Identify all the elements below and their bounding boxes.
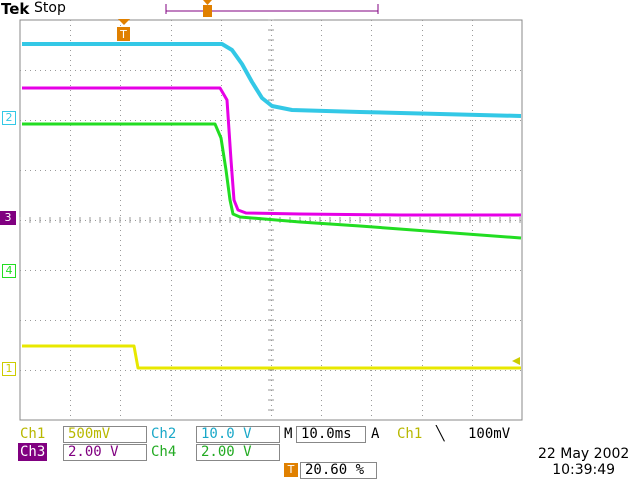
timestamp-date: 22 May 2002 (538, 446, 630, 462)
ch2-label: Ch2 (151, 426, 177, 442)
timestamp-time: 10:39:49 (552, 462, 616, 478)
acquisition-state: Stop (34, 0, 66, 16)
ch3-scale: 2.00 V (63, 444, 147, 461)
trigger-position-marker: T (117, 19, 130, 41)
falling-edge-icon: ╲ (436, 426, 445, 442)
trigger-level: 100mV (468, 426, 511, 442)
trigger-source: Ch1 (397, 426, 423, 442)
ch4-label: Ch4 (151, 444, 177, 460)
timestamp: 22 May 2002 10:39:49 (538, 446, 629, 478)
trigger-position-icon: T (284, 463, 298, 477)
trigger-position: 20.60 % (300, 462, 377, 479)
brand-logo: Tek (1, 0, 30, 18)
ch4-trace (22, 122, 522, 240)
svg-text:T: T (119, 28, 127, 41)
ch3-trace (22, 86, 521, 217)
trigger-level-marker (512, 357, 520, 365)
ch3-label: Ch3 (18, 443, 48, 461)
timebase-scale: 10.0ms (296, 426, 366, 443)
ch4-ground-marker: 4 (2, 264, 16, 278)
ch2-scale: 10.0 V (196, 426, 280, 443)
ch1-label: Ch1 (20, 426, 46, 442)
ch1-trace (22, 344, 521, 370)
ch2-trace (22, 42, 522, 118)
ch2-ground-marker: 2 (2, 111, 16, 125)
ch1-scale: 500mV (63, 426, 147, 443)
ch3-ground-marker: 3 (0, 211, 16, 225)
timebase-label: M (284, 426, 293, 442)
record-position-bar (165, 0, 379, 17)
ch1-ground-marker: 1 (2, 362, 16, 376)
trigger-mode: A (371, 426, 380, 442)
ch4-scale: 2.00 V (196, 444, 280, 461)
graticule-grid (19, 19, 521, 416)
